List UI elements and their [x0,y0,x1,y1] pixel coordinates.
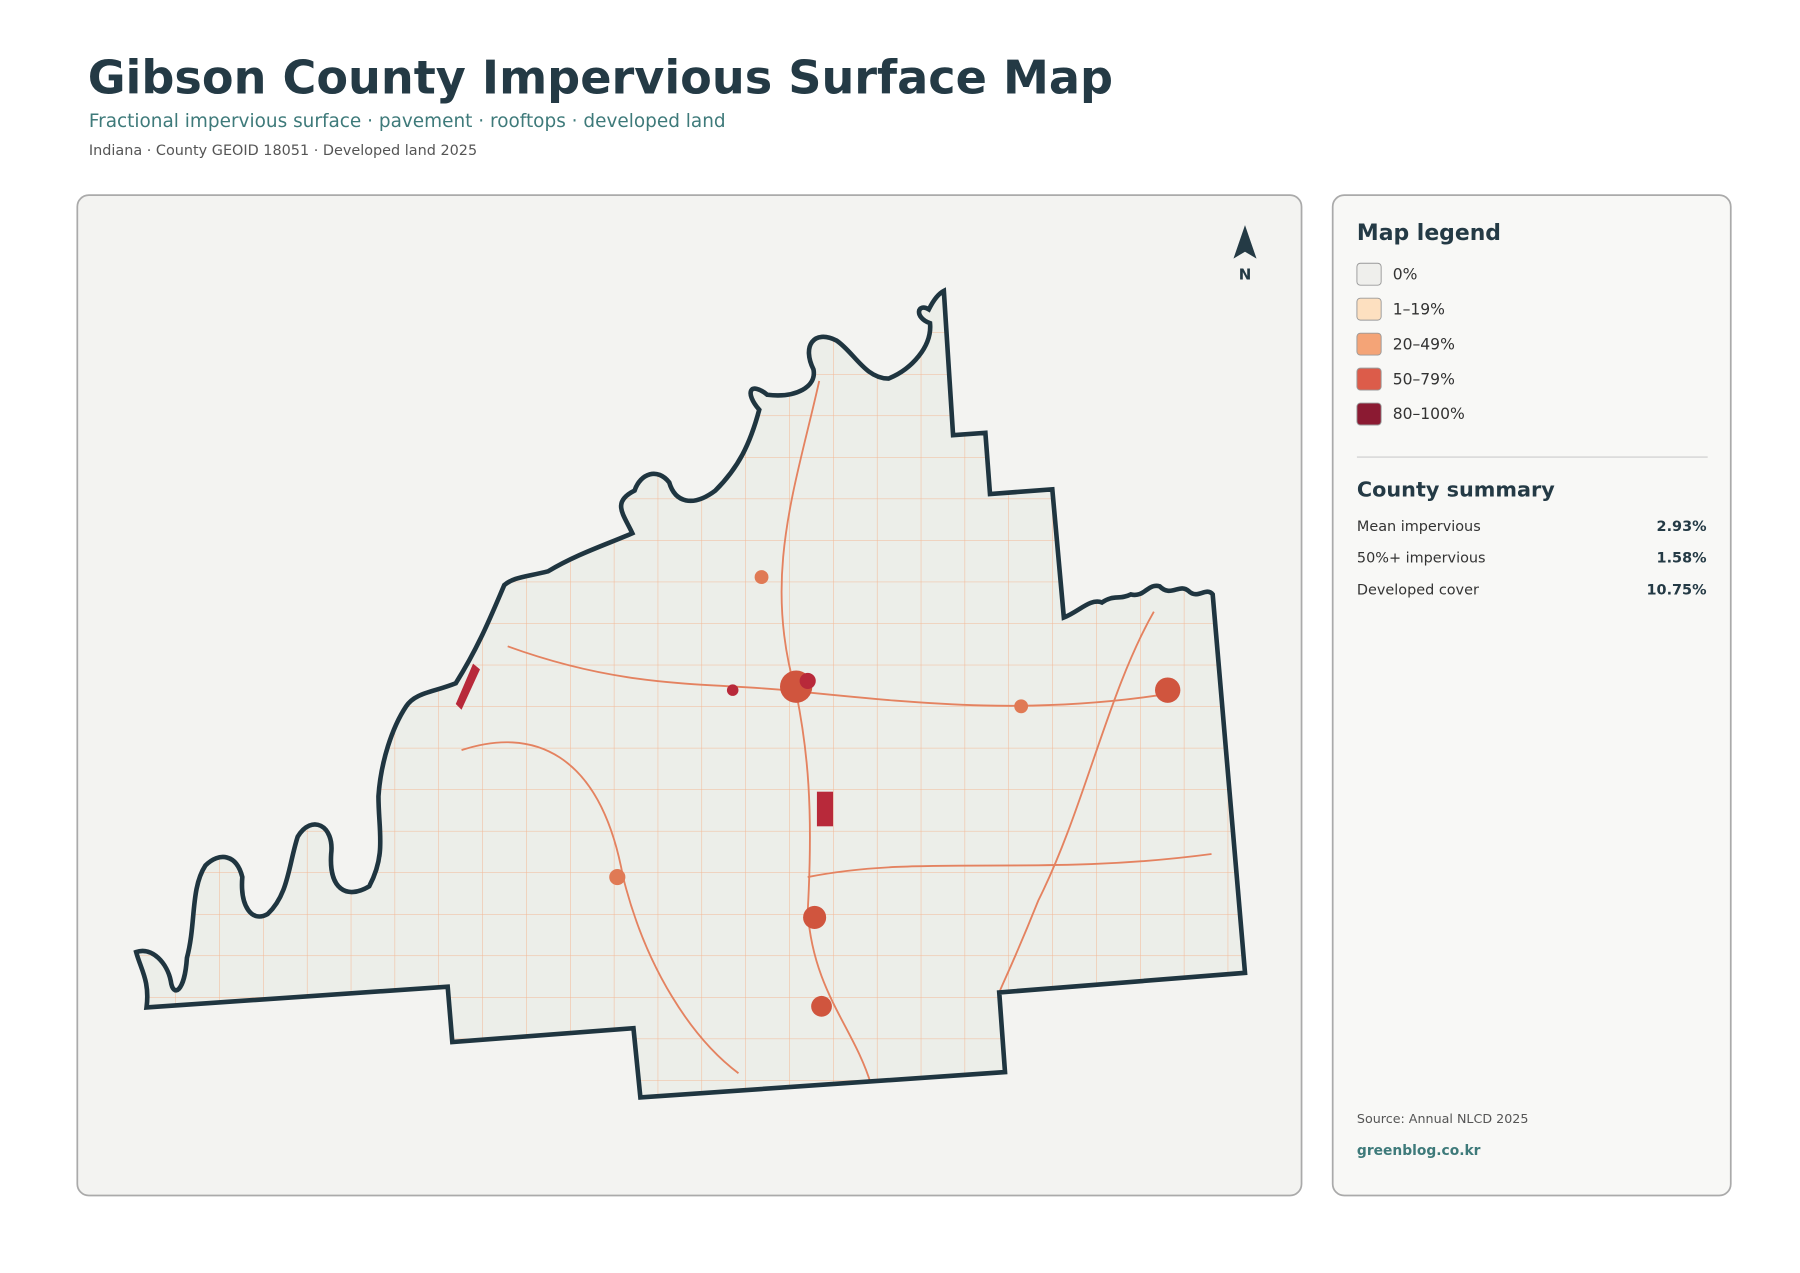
legend-label: 20–49% [1393,335,1455,353]
legend-panel [1331,194,1732,1197]
source: Source: Annual NLCD 2025 [1357,1111,1529,1126]
legend-items: 0% 1–19% 20–49% 50–79% 80–100% [1356,262,1465,426]
legend-label: 0% [1393,265,1418,283]
north-label: N [1239,265,1252,283]
legend-swatch [1356,402,1382,426]
summary-value: 10.75% [1647,582,1707,598]
credit: greenblog.co.kr [1357,1143,1481,1159]
summary-value: 2.93% [1657,519,1707,535]
legend-swatch [1356,332,1382,356]
legend-swatch [1356,297,1382,321]
legend-label: 80–100% [1393,405,1465,423]
summary-label: Mean impervious [1357,519,1481,535]
meta: Indiana · County GEOID 18051 · Developed… [89,143,477,159]
summary-value: 1.58% [1657,551,1707,567]
subtitle: Fractional impervious surface · pavement… [89,111,726,132]
north-arrow [1233,225,1257,259]
summary-rows: Mean impervious 2.93% 50%+ impervious 1.58%… [1357,519,1707,598]
legend-title: Map legend [1357,221,1501,246]
summary-label: 50%+ impervious [1357,551,1486,567]
legend-label: 1–19% [1393,300,1445,318]
legend-label: 50–79% [1393,370,1455,388]
title: Gibson County Impervious Surface Map [88,51,1113,105]
summary-title: County summary [1357,477,1555,501]
summary-label: Developed cover [1357,582,1479,598]
legend-swatch [1356,367,1382,391]
legend-swatch [1356,262,1382,286]
